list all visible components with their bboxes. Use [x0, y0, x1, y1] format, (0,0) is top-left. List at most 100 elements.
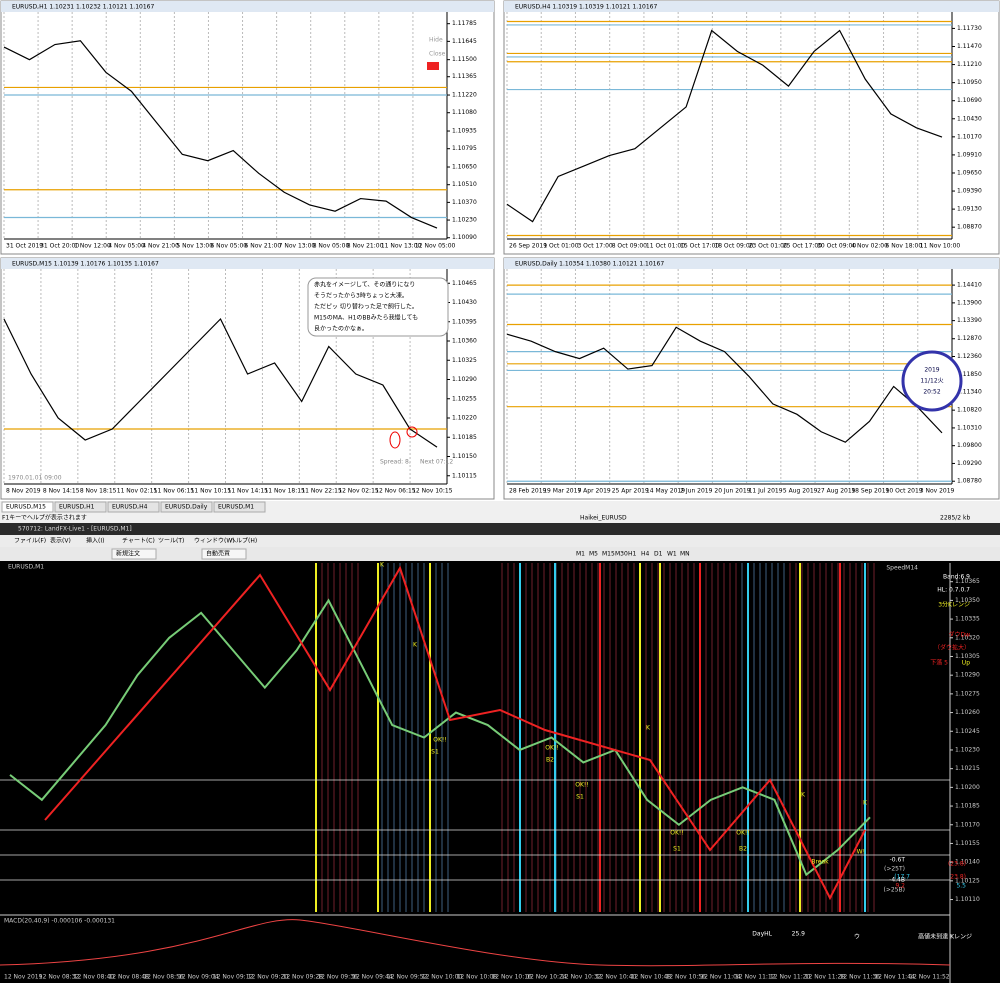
info-label: (23.8) [948, 861, 966, 868]
tab[interactable] [1, 501, 54, 513]
x-tick-label: 8 Nov 21:00 [347, 243, 384, 250]
signal-label: OK!! [736, 830, 749, 837]
panel-title: EURUSD,H4 1.10319 1.10319 1.10121 1.1016… [515, 4, 657, 11]
x-tick-label: 11 Nov 10:00 [920, 243, 961, 250]
x-tick-label: 12 Nov 08:32 [39, 974, 80, 981]
x-tick-label: 1 Oct 01:00 [543, 243, 578, 250]
tab[interactable] [160, 501, 213, 513]
note-line: ただピッ 切り替わった足で飼行した。 [314, 303, 418, 311]
x-tick-label: 15 Oct 17:00 [680, 243, 719, 250]
tab-label: EURUSD,H4 [112, 504, 148, 511]
y-tick-label: 1.11220 [452, 92, 477, 99]
x-tick-label: 12 Nov 10:00 [422, 974, 463, 981]
toolbar-label: 自動売買 [206, 550, 230, 558]
x-tick-label: 10 Oct 2019 [886, 488, 923, 495]
tab-label: EURUSD,Daily [165, 504, 208, 511]
note-line: 良かったのかなぁ。 [314, 325, 368, 333]
x-tick-label: 12 Nov 02:15 [338, 488, 379, 495]
x-tick-label: 4 Nov 02:00 [851, 243, 888, 250]
info-label: DayHL [752, 931, 772, 938]
info-label: Up [962, 660, 970, 667]
y-tick-label: 1.11785 [452, 20, 477, 27]
y-tick-label: 1.11500 [452, 56, 477, 63]
note-line: 赤丸をイメージして、その通りになり [314, 281, 415, 289]
x-tick-label: 25 Oct 17:00 [783, 243, 822, 250]
y-tick-label: 1.10170 [955, 821, 980, 828]
y-tick-label: 1.10310 [957, 424, 982, 431]
x-tick-label: 12 Nov 10:24 [526, 974, 567, 981]
x-tick-label: 27 Aug 2019 [817, 488, 856, 495]
note-line: M15のMA、H1のBBみたら我慢しても [314, 314, 418, 322]
m1-bg [0, 561, 1000, 983]
zigzag [44, 565, 866, 901]
x-tick-label: 12 Nov 11:36 [840, 974, 881, 981]
y-tick-label: 1.10370 [452, 199, 477, 206]
x-tick-label: 11 Nov 22:15 [301, 488, 342, 495]
y-tick-label: 1.10255 [452, 395, 477, 402]
x-tick-label: 31 Oct 20:00 [40, 243, 79, 250]
info-label: (>25T) [884, 866, 905, 873]
x-tick-label: 12 Nov 09:52 [387, 974, 428, 981]
x-tick-label: 23 Oct 01:00 [749, 243, 788, 250]
x-tick-label: 12 Nov 10:16 [491, 974, 532, 981]
x-tick-label: 25 Apr 2019 [612, 488, 649, 495]
x-tick-label: 12 Nov 2019 [4, 974, 43, 981]
period-button: H4 [641, 551, 650, 558]
x-tick-label: 11 Nov 13:00 [381, 243, 422, 250]
period-button: H1 [628, 551, 637, 558]
tab[interactable] [213, 501, 266, 513]
x-tick-label: 28 Feb 2019 [509, 488, 547, 495]
x-tick-label: 30 Oct 09:00 [817, 243, 856, 250]
y-tick-label: 1.11470 [957, 43, 982, 50]
y-tick-label: 1.10465 [452, 280, 477, 287]
y-tick-label: 1.10260 [955, 709, 980, 716]
x-tick-label: 12 Nov 11:20 [770, 974, 811, 981]
period-button: M1 [576, 551, 585, 558]
x-tick-label: 12 Nov 10:32 [561, 974, 602, 981]
y-tick-label: 1.10305 [955, 653, 980, 660]
side-label: Hide [429, 37, 443, 44]
y-tick-label: 1.10230 [955, 746, 980, 753]
x-tick-label: 6 Nov 21:00 [245, 243, 282, 250]
y-tick-label: 1.10360 [452, 338, 477, 345]
signal-label: OK!! [433, 737, 446, 744]
signal-label: K [646, 725, 651, 732]
x-tick-label: 12 Nov 08:40 [74, 974, 115, 981]
x-tick-label: 1 Nov 12:00 [74, 243, 111, 250]
toolbar-button[interactable] [111, 548, 157, 560]
y-tick-label: 1.13390 [957, 317, 982, 324]
info-label: 下落 5 [930, 659, 948, 667]
x-tick-label: 6 Nov 05:00 [210, 243, 247, 250]
price-line [3, 40, 438, 229]
chart-label: EURUSD,M1 [8, 564, 44, 571]
y-tick-label: 1.11340 [957, 389, 982, 396]
x-tick-label: 12 Nov 09:20 [248, 974, 289, 981]
y-tick-label: 1.09800 [957, 442, 982, 449]
y-tick-label: 1.10795 [452, 145, 477, 152]
x-tick-label: 4 Nov 05:00 [108, 243, 145, 250]
title-bar [504, 258, 999, 269]
menu-item: ウィンドウ(W) [194, 537, 235, 545]
x-tick-label: 11 Nov 10:15 [191, 488, 232, 495]
signal-label: B2 [739, 846, 747, 853]
tab[interactable] [107, 501, 160, 513]
status-bar [0, 513, 1000, 523]
macd-line [0, 919, 951, 967]
x-tick-label: 11 Nov 06:15 [154, 488, 195, 495]
toolbar-button[interactable] [201, 548, 247, 560]
y-tick-label: 1.10365 [955, 578, 980, 585]
x-tick-label: 12 Nov 09:36 [317, 974, 358, 981]
x-tick-label: 7 Nov 13:00 [279, 243, 316, 250]
y-tick-label: 1.09130 [957, 206, 982, 213]
period-button: D1 [654, 551, 663, 558]
x-tick-label: 7 Apr 2019 [577, 488, 610, 495]
x-tick-label: 12 Nov 05:00 [415, 243, 456, 250]
panel-title: EURUSD,Daily 1.10354 1.10380 1.10121 1.1… [515, 261, 664, 268]
info-label: 23.8) [950, 874, 966, 881]
signal-label: K [801, 792, 806, 799]
x-tick-label: 4 Nov 21:00 [142, 243, 179, 250]
x-tick-label: 11 Nov 02:15 [117, 488, 158, 495]
x-tick-label: 5 Aug 2019 [783, 488, 818, 495]
info-label: -0.6T [890, 857, 906, 864]
tab[interactable] [54, 501, 107, 513]
